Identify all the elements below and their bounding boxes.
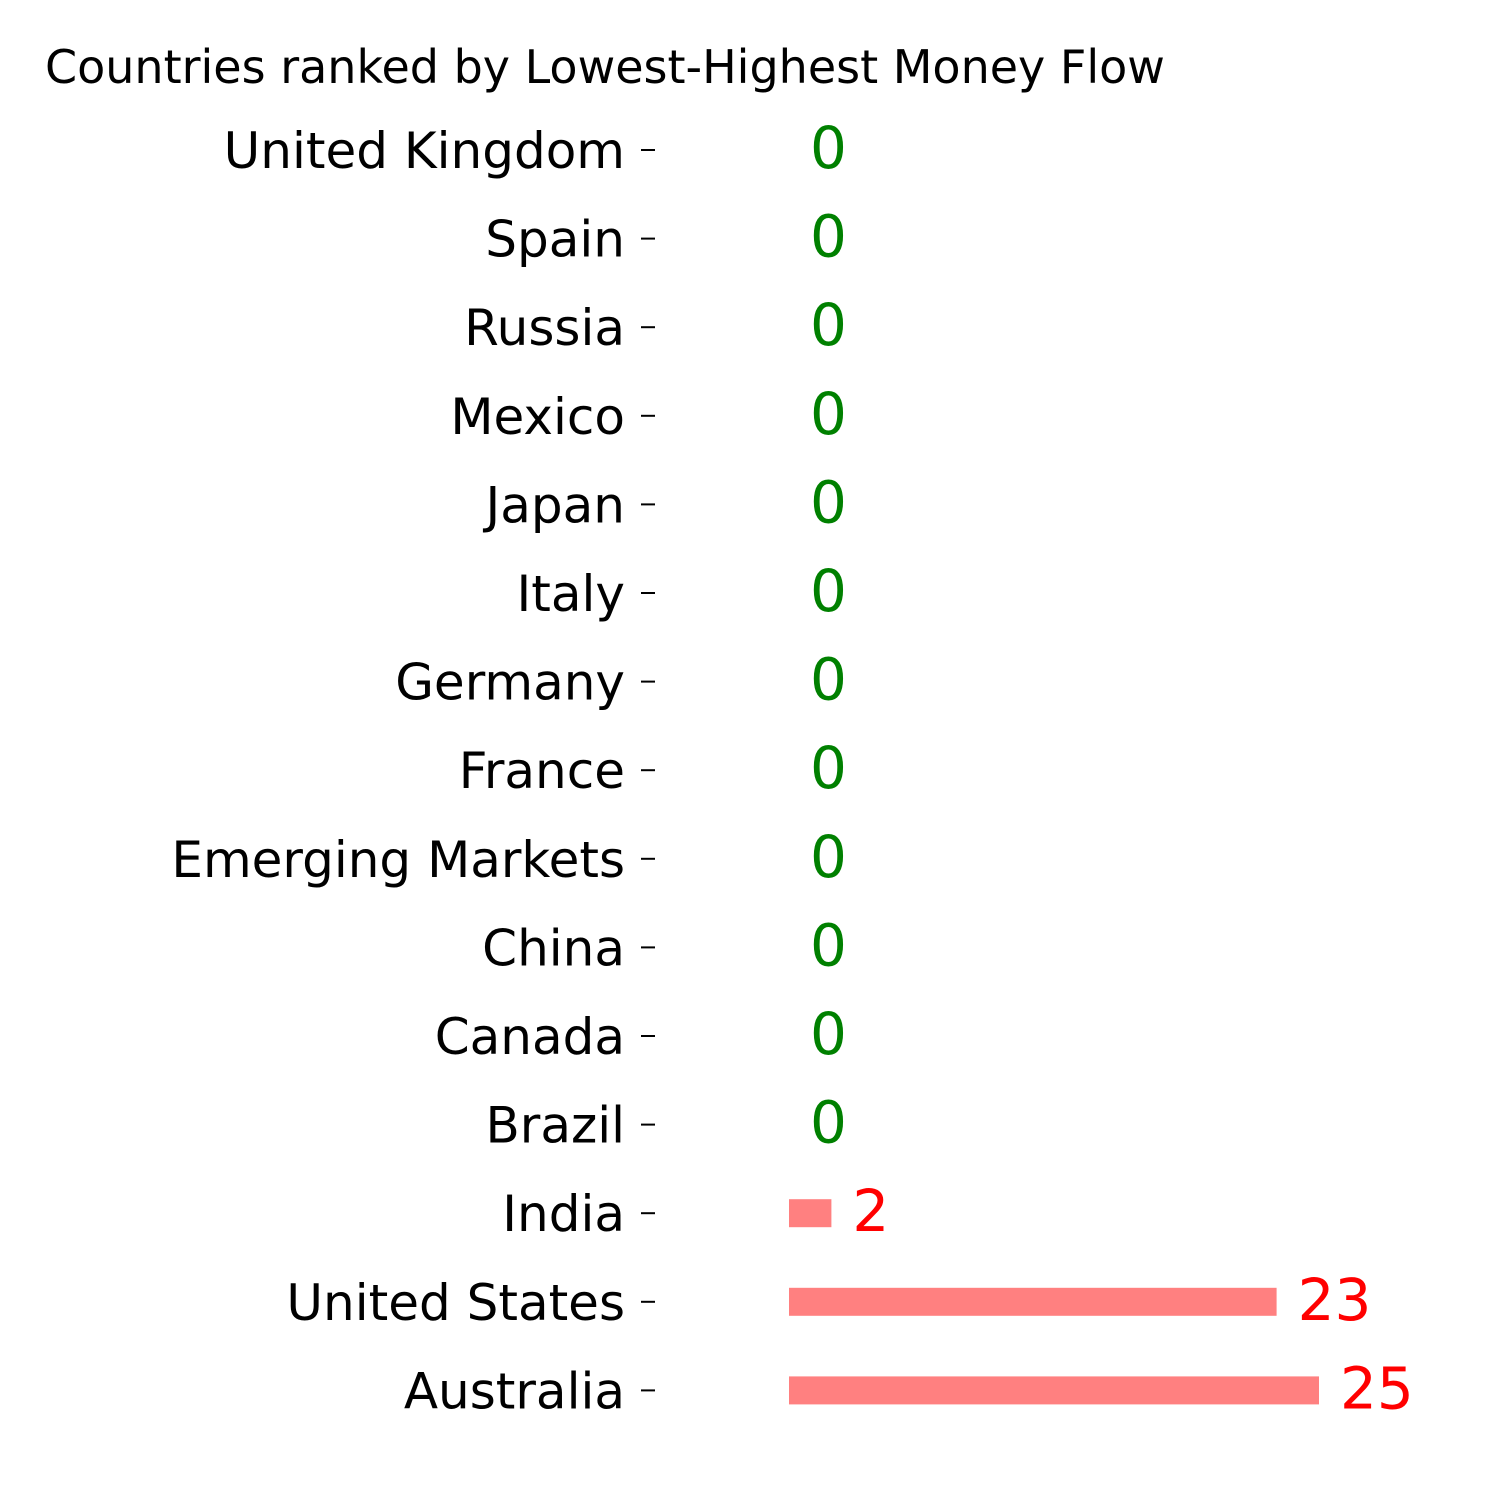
category-label-india: India <box>502 1185 625 1243</box>
category-label-china: China <box>482 919 625 977</box>
value-label-china: 0 <box>810 911 847 979</box>
value-label-brazil: 0 <box>810 1089 847 1157</box>
category-label-france: France <box>459 742 625 800</box>
category-label-australia: Australia <box>404 1362 625 1420</box>
value-label-united-kingdom: 0 <box>810 114 847 182</box>
category-label-brazil: Brazil <box>485 1097 625 1155</box>
category-label-germany: Germany <box>395 654 625 712</box>
category-label-russia: Russia <box>464 299 625 357</box>
value-label-mexico: 0 <box>810 380 847 448</box>
category-label-united-states: United States <box>286 1274 625 1332</box>
category-label-japan: Japan <box>483 476 625 534</box>
value-label-spain: 0 <box>810 203 847 271</box>
chart-marks: United Kingdom 0 Spain 0 Russia 0 Mexico 0 Japan… <box>171 114 1413 1422</box>
value-label-russia: 0 <box>810 291 847 359</box>
value-label-canada: 0 <box>810 1000 847 1068</box>
category-label-mexico: Mexico <box>450 388 625 446</box>
value-label-india: 2 <box>852 1177 889 1245</box>
category-label-italy: Italy <box>517 565 625 623</box>
category-label-spain: Spain <box>485 211 625 269</box>
bar-united-states <box>789 1287 1277 1316</box>
bar-australia <box>789 1376 1319 1405</box>
category-label-canada: Canada <box>435 1008 625 1066</box>
value-label-united-states: 23 <box>1298 1266 1372 1334</box>
value-label-italy: 0 <box>810 557 847 625</box>
value-label-emerging-markets: 0 <box>810 823 847 891</box>
value-label-australia: 25 <box>1340 1354 1414 1422</box>
chart-title: Countries ranked by Lowest-Highest Money… <box>45 40 1165 94</box>
value-label-japan: 0 <box>810 468 847 536</box>
category-label-united-kingdom: United Kingdom <box>224 122 625 180</box>
value-label-germany: 0 <box>810 646 847 714</box>
value-label-france: 0 <box>810 734 847 802</box>
bar-india <box>789 1199 832 1228</box>
category-label-emerging-markets: Emerging Markets <box>171 831 625 889</box>
